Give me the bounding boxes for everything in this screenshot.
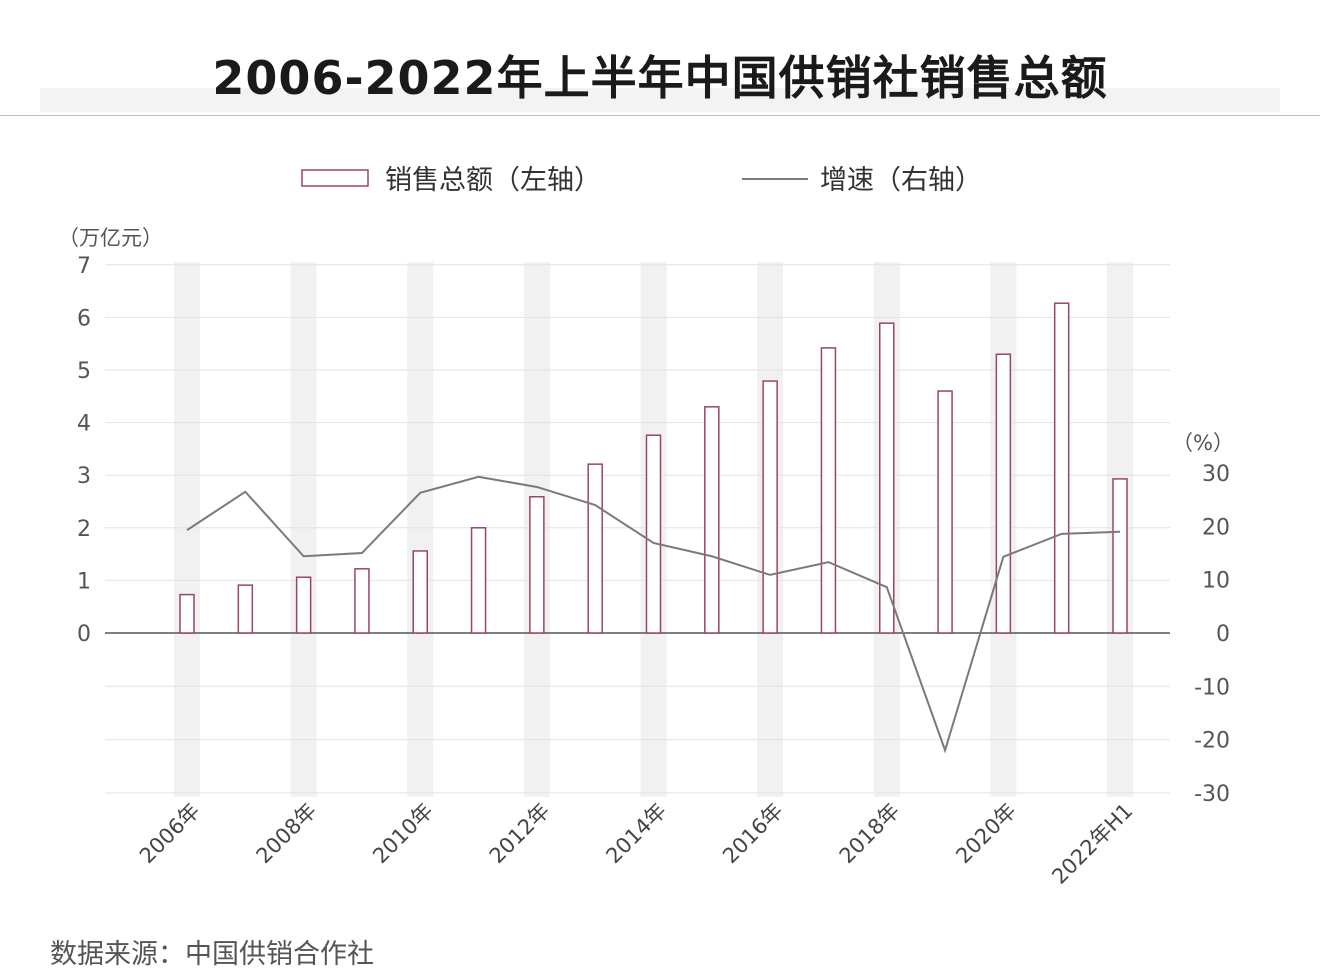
x-axis-tick-label: 2012年 <box>485 799 555 869</box>
right-axis-unit-label: （%） <box>1172 431 1234 455</box>
legend-label-sales: 销售总额（左轴） <box>385 165 601 196</box>
right-axis-tick-label: -30 <box>1194 782 1230 807</box>
bar-sales-2015年 <box>704 406 720 634</box>
right-axis-tick-label: 30 <box>1202 462 1230 487</box>
bar-sales-2016年 <box>762 380 778 634</box>
left-axis-tick-label: 1 <box>77 569 91 594</box>
bar-sales-2010年 <box>412 550 428 634</box>
x-axis-tick-label: 2008年 <box>252 799 322 869</box>
bar-sales-2007年 <box>237 584 254 634</box>
x-axis-tick-label: 2006年 <box>135 799 205 869</box>
chart-plot: 0 1 2 3 4 5 6 7 （万亿元） 30 20 10 0 -10 -20 -30 （%） 2006年 200… <box>58 165 1234 889</box>
category-band <box>407 262 434 797</box>
bar-sales-2013年 <box>587 463 603 634</box>
x-axis-tick-label: 2010年 <box>368 799 438 869</box>
category-band <box>290 262 317 797</box>
x-axis-tick-label: 2014年 <box>601 799 671 869</box>
legend-bar-swatch <box>301 169 369 187</box>
bar-sales-2008年 <box>295 576 312 634</box>
chart-title: 2006-2022年上半年中国供销社销售总额 <box>212 51 1108 105</box>
bar-sales-2006年 <box>179 593 195 634</box>
left-axis-tick-label: 5 <box>77 359 91 384</box>
right-axis-tick-label: -10 <box>1194 675 1230 700</box>
bar-sales-2012年 <box>529 496 545 634</box>
left-axis-tick-label: 4 <box>77 412 91 437</box>
title-divider <box>0 115 1320 116</box>
data-source: 数据来源：中国供销合作社 <box>50 939 374 970</box>
bar-sales-2017年 <box>820 347 837 634</box>
left-axis-tick-label: 3 <box>77 464 91 489</box>
x-axis-tick-label: 2020年 <box>951 799 1021 869</box>
x-axis-tick-label: 2016年 <box>718 799 788 869</box>
bar-sales-2019年 <box>937 390 953 634</box>
bar-sales-2014年 <box>645 434 662 634</box>
left-axis-tick-label: 7 <box>77 254 91 279</box>
bar-sales-2021年 <box>1053 302 1070 634</box>
title-band <box>40 88 1280 112</box>
left-axis-tick-label: 2 <box>77 517 91 542</box>
right-axis-tick-label: -20 <box>1194 729 1230 754</box>
bar-sales-2009年 <box>354 568 370 634</box>
right-axis-tick-label: 0 <box>1216 622 1230 647</box>
legend-label-growth: 增速（右轴） <box>820 165 982 196</box>
bar-sales-2020年 <box>995 353 1012 634</box>
bar-sales-2022年H1 <box>1112 478 1128 634</box>
bar-sales-2011年 <box>470 527 487 634</box>
right-axis-tick-label: 20 <box>1202 515 1230 540</box>
left-axis-unit-label: （万亿元） <box>58 226 163 250</box>
left-axis-tick-label: 6 <box>77 306 91 331</box>
left-axis-tick-label: 0 <box>77 622 91 647</box>
bar-sales-2018年 <box>879 322 895 634</box>
x-axis-tick-label: 2022年H1 <box>1047 799 1137 889</box>
right-axis-tick-label: 10 <box>1202 569 1230 594</box>
x-axis-tick-label: 2018年 <box>835 799 905 869</box>
